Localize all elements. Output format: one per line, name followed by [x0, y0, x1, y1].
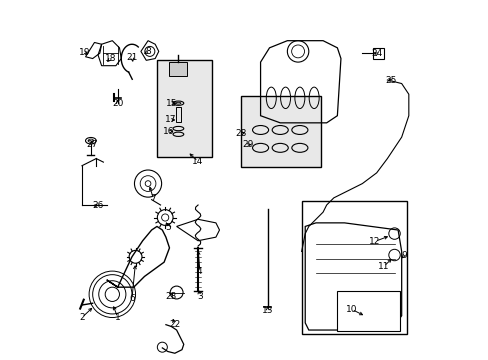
Text: 15: 15 [165, 99, 177, 108]
Bar [169, 62, 187, 76]
Text: 11: 11 [377, 262, 389, 271]
Text: 21: 21 [126, 53, 138, 62]
Text: 28: 28 [235, 129, 246, 138]
FancyBboxPatch shape [157, 60, 212, 157]
Text: 27: 27 [86, 140, 98, 149]
Text: 2: 2 [79, 313, 84, 322]
Text: 4: 4 [197, 267, 202, 276]
Text: 22: 22 [169, 320, 180, 329]
Text: 19: 19 [79, 48, 90, 57]
Text: 20: 20 [112, 99, 123, 108]
Text: 12: 12 [368, 237, 380, 246]
FancyBboxPatch shape [301, 202, 406, 334]
Text: 25: 25 [385, 76, 396, 85]
Text: 18: 18 [104, 54, 116, 63]
Text: 10: 10 [345, 305, 357, 314]
FancyBboxPatch shape [241, 96, 321, 167]
Text: 16: 16 [163, 127, 174, 136]
FancyBboxPatch shape [337, 292, 399, 331]
Text: 26: 26 [92, 201, 103, 210]
Text: 9: 9 [401, 251, 407, 260]
Bar [372, 48, 383, 59]
Text: 29: 29 [242, 140, 253, 149]
Text: 17: 17 [164, 116, 176, 125]
Text: 8: 8 [145, 47, 151, 56]
Text: 6: 6 [129, 294, 135, 303]
Text: 13: 13 [262, 306, 273, 315]
Text: 5: 5 [164, 222, 170, 231]
Text: 14: 14 [192, 157, 203, 166]
Text: 7: 7 [150, 194, 156, 203]
Text: 1: 1 [115, 313, 121, 322]
Text: 3: 3 [197, 292, 203, 301]
Text: 24: 24 [370, 49, 382, 58]
Text: 23: 23 [164, 292, 176, 301]
Bar [175, 107, 181, 122]
